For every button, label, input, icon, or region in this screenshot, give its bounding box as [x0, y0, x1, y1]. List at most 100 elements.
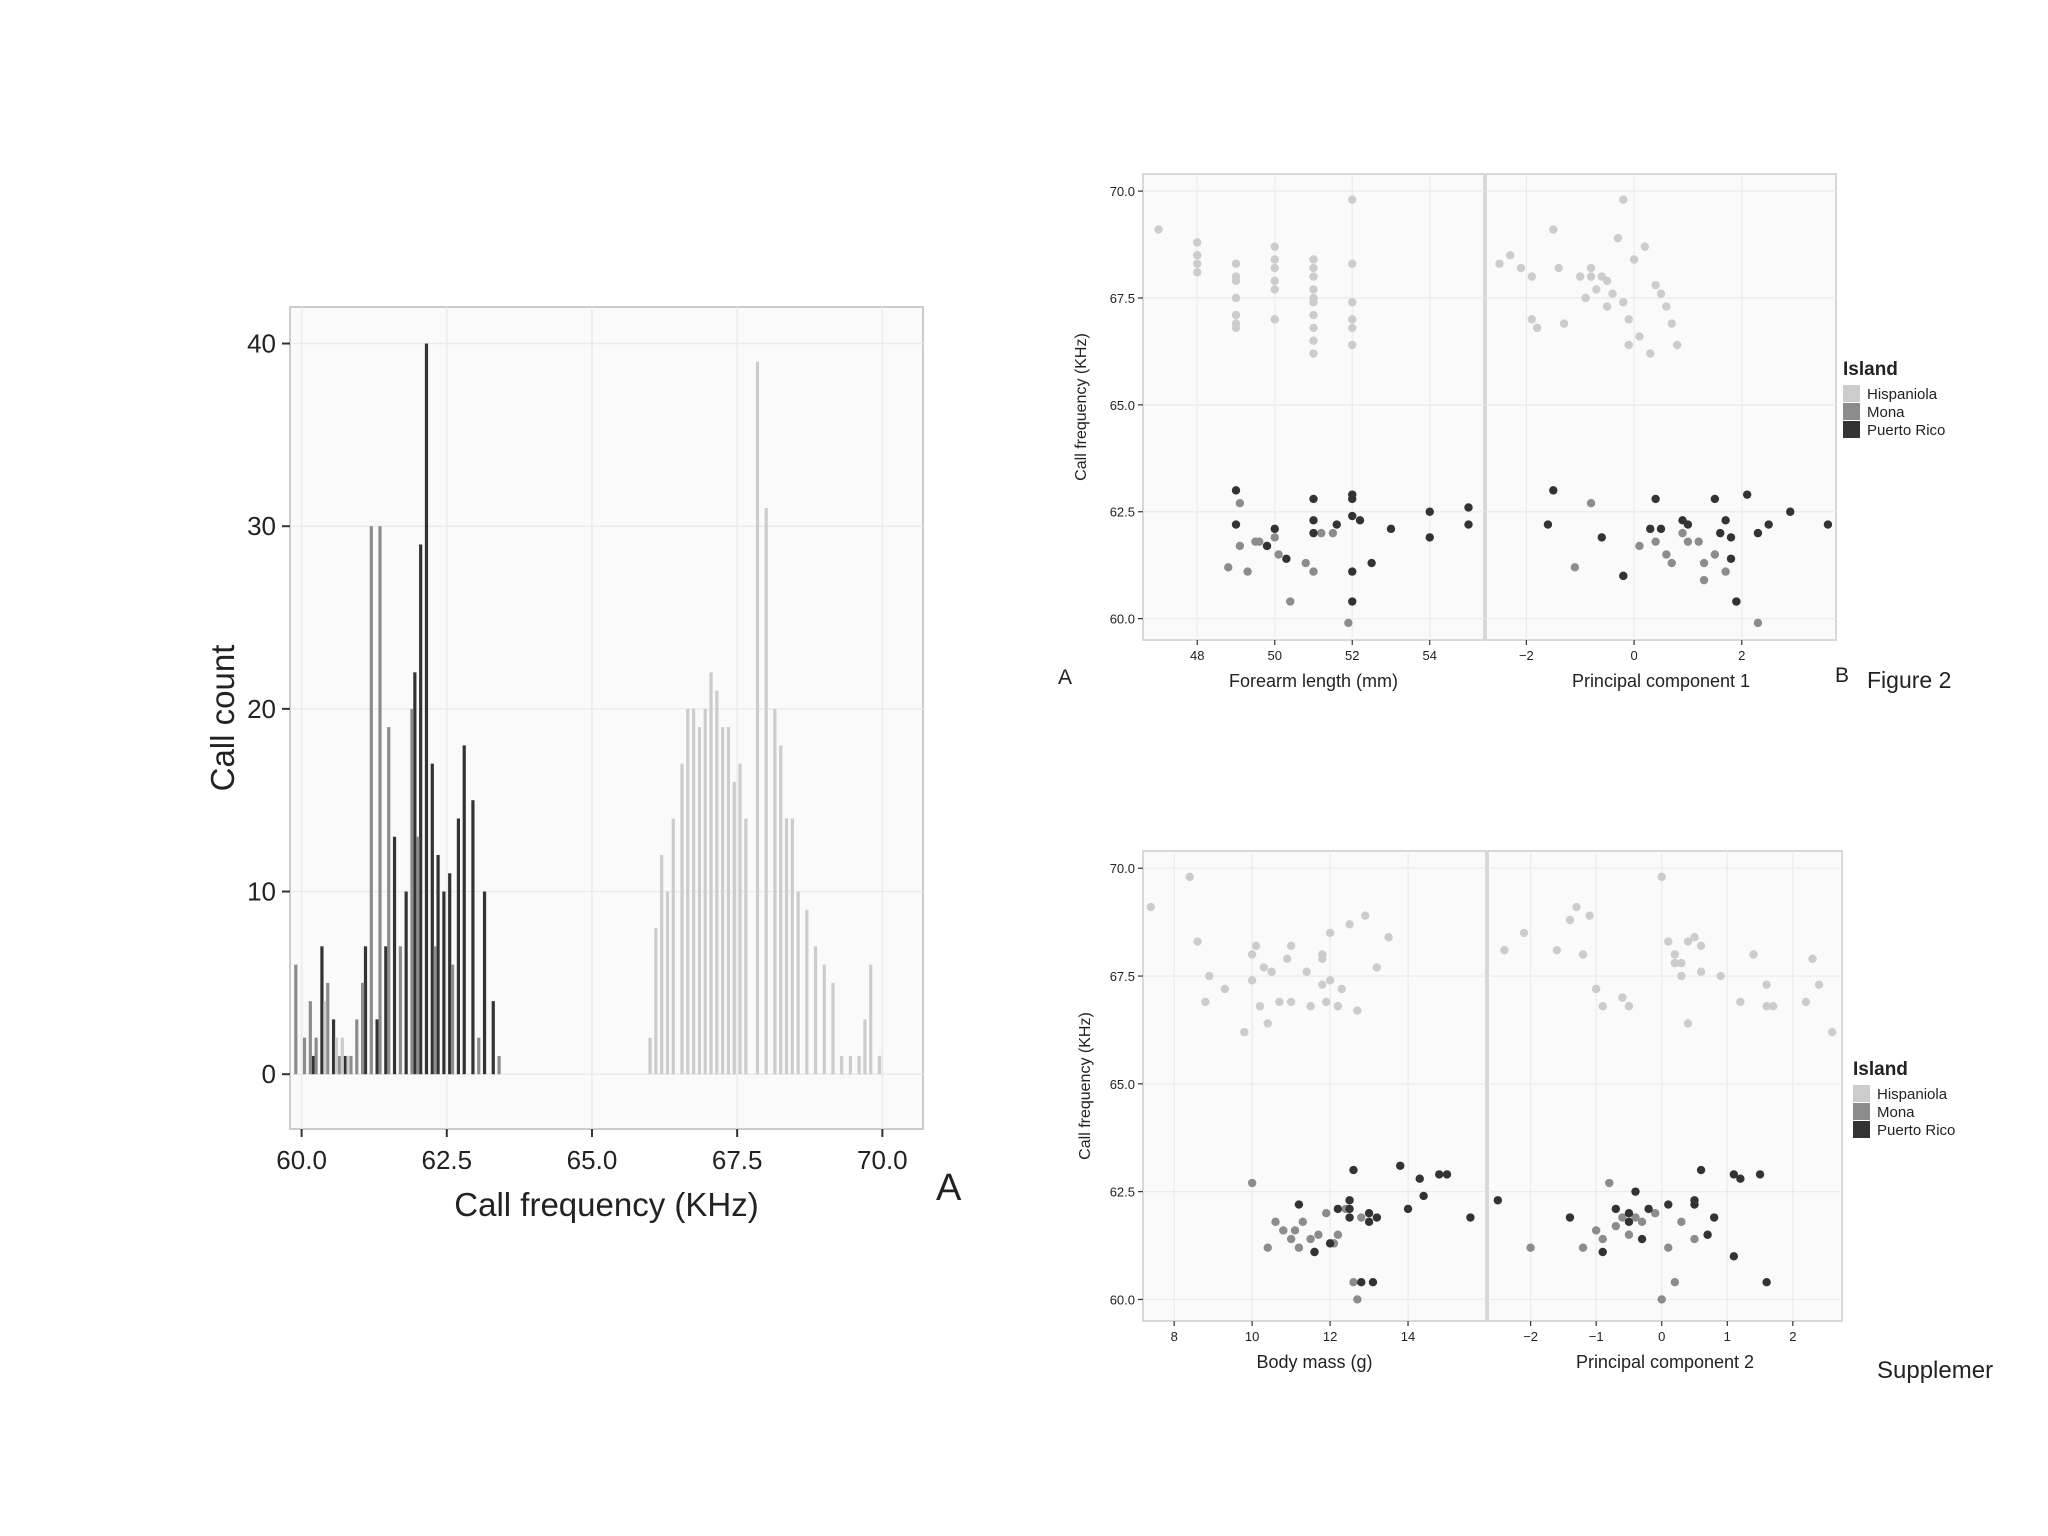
scatter-point — [1549, 486, 1558, 495]
scatter-point — [1185, 872, 1194, 882]
scatter-point — [1306, 1234, 1315, 1244]
scatter-point — [1466, 1213, 1475, 1222]
scatter-point — [1348, 195, 1357, 204]
scatter-point — [1193, 259, 1202, 268]
scatter-point — [1286, 941, 1296, 951]
scatter-point — [1396, 1161, 1405, 1170]
histogram-bar — [764, 507, 768, 1075]
scatter-point — [1235, 541, 1245, 551]
scatter-point — [1646, 524, 1655, 534]
scatter-point — [1220, 984, 1230, 994]
scatter-point — [1808, 954, 1817, 963]
scatter-point — [1762, 1002, 1771, 1011]
histogram-bar — [413, 672, 417, 1075]
scatter-point — [1442, 1170, 1452, 1179]
scatter-x-tick-label: 2 — [1789, 1329, 1796, 1344]
scatter-point — [1309, 516, 1318, 525]
scatter-top-panel-letter-a: A — [1058, 666, 1072, 689]
scatter-point — [1337, 984, 1346, 994]
scatter-point — [1415, 1174, 1424, 1183]
scatter-point — [1640, 242, 1650, 251]
scatter-point — [1585, 911, 1594, 920]
scatter-legend-label: Hispaniola — [1867, 386, 1938, 403]
scatter-point — [1716, 971, 1725, 981]
histogram-bar — [784, 818, 789, 1075]
scatter-point — [1598, 1234, 1607, 1244]
histogram-y-tick-label: 10 — [247, 877, 276, 907]
scatter-point — [1309, 323, 1318, 333]
histogram-bar — [349, 1055, 353, 1075]
histogram-bar — [442, 891, 446, 1075]
scatter-point — [1696, 1165, 1706, 1175]
scatter-point — [1716, 528, 1725, 538]
scatter-point — [1348, 494, 1357, 504]
scatter-point — [1270, 315, 1279, 324]
histogram-bar — [805, 909, 809, 1075]
scatter-point — [1193, 251, 1202, 260]
scatter-point — [1345, 1204, 1354, 1214]
scatter-point — [1618, 993, 1627, 1002]
histogram-bar — [831, 982, 835, 1075]
histogram-bar — [857, 1055, 861, 1075]
scatter-point — [1586, 498, 1596, 508]
scatter-point — [1650, 1209, 1660, 1218]
scatter-point — [1710, 550, 1720, 559]
scatter-point — [1318, 950, 1327, 959]
scatter-x-axis-label: Forearm length (mm) — [1229, 671, 1398, 691]
scatter-point — [1729, 1170, 1739, 1179]
scatter-point — [1670, 950, 1680, 959]
histogram-bar — [848, 1055, 853, 1075]
scatter-point — [1325, 976, 1335, 985]
scatter-point — [1762, 980, 1771, 989]
scatter-point — [1325, 1239, 1335, 1248]
scatter-point — [1318, 980, 1327, 989]
scatter-x-tick-label: 0 — [1630, 648, 1637, 663]
scatter-point — [1270, 533, 1279, 542]
scatter-point — [1348, 298, 1357, 307]
scatter-point — [1814, 980, 1824, 989]
scatter-point — [1598, 1002, 1607, 1011]
scatter-point — [1565, 1213, 1575, 1222]
histogram-bar — [331, 1019, 336, 1075]
scatter-point — [1353, 1006, 1362, 1015]
scatter-point — [1597, 533, 1606, 542]
scatter-point — [1224, 563, 1233, 572]
scatter-legend-key — [1853, 1085, 1870, 1102]
scatter-point — [1309, 349, 1318, 358]
scatter-point — [1677, 1217, 1686, 1227]
histogram-bar — [375, 1019, 379, 1075]
scatter-point — [1670, 1277, 1680, 1287]
scatter-point — [1193, 937, 1202, 946]
scatter-point — [1279, 1226, 1288, 1235]
scatter-point — [1549, 225, 1558, 234]
histogram-bar — [378, 526, 382, 1075]
scatter-facet: −2 0 2 Principal component 1 — [1485, 173, 1837, 691]
histogram-bar — [779, 745, 783, 1075]
histogram-x-tick-label: 62.5 — [421, 1145, 472, 1175]
scatter-point — [1683, 520, 1693, 529]
scatter-point — [1637, 1234, 1647, 1244]
scatter-y-tick-label: 60.0 — [1110, 1292, 1135, 1307]
scatter-point — [1624, 1230, 1634, 1239]
scatter-point — [1624, 1209, 1634, 1218]
scatter-point — [1240, 1027, 1249, 1037]
scatter-y-tick-label: 70.0 — [1110, 861, 1135, 876]
histogram-bar — [448, 873, 452, 1075]
scatter-facet: −2 −1 0 1 2 Principal component 2 — [1487, 850, 1843, 1372]
histogram-bar — [355, 1019, 359, 1075]
scatter-point — [1619, 571, 1628, 581]
scatter-point — [1592, 285, 1601, 294]
scatter-point — [1247, 976, 1257, 985]
scatter-x-tick-label: 14 — [1401, 1329, 1415, 1344]
scatter-point — [1683, 537, 1693, 546]
scatter-point — [1403, 1204, 1413, 1214]
scatter-point — [1656, 289, 1666, 298]
scatter-point — [1495, 259, 1504, 268]
scatter-point — [1631, 1187, 1640, 1196]
scatter-point — [1425, 507, 1434, 516]
scatter-point — [1543, 520, 1553, 529]
histogram-bar — [648, 1037, 652, 1075]
